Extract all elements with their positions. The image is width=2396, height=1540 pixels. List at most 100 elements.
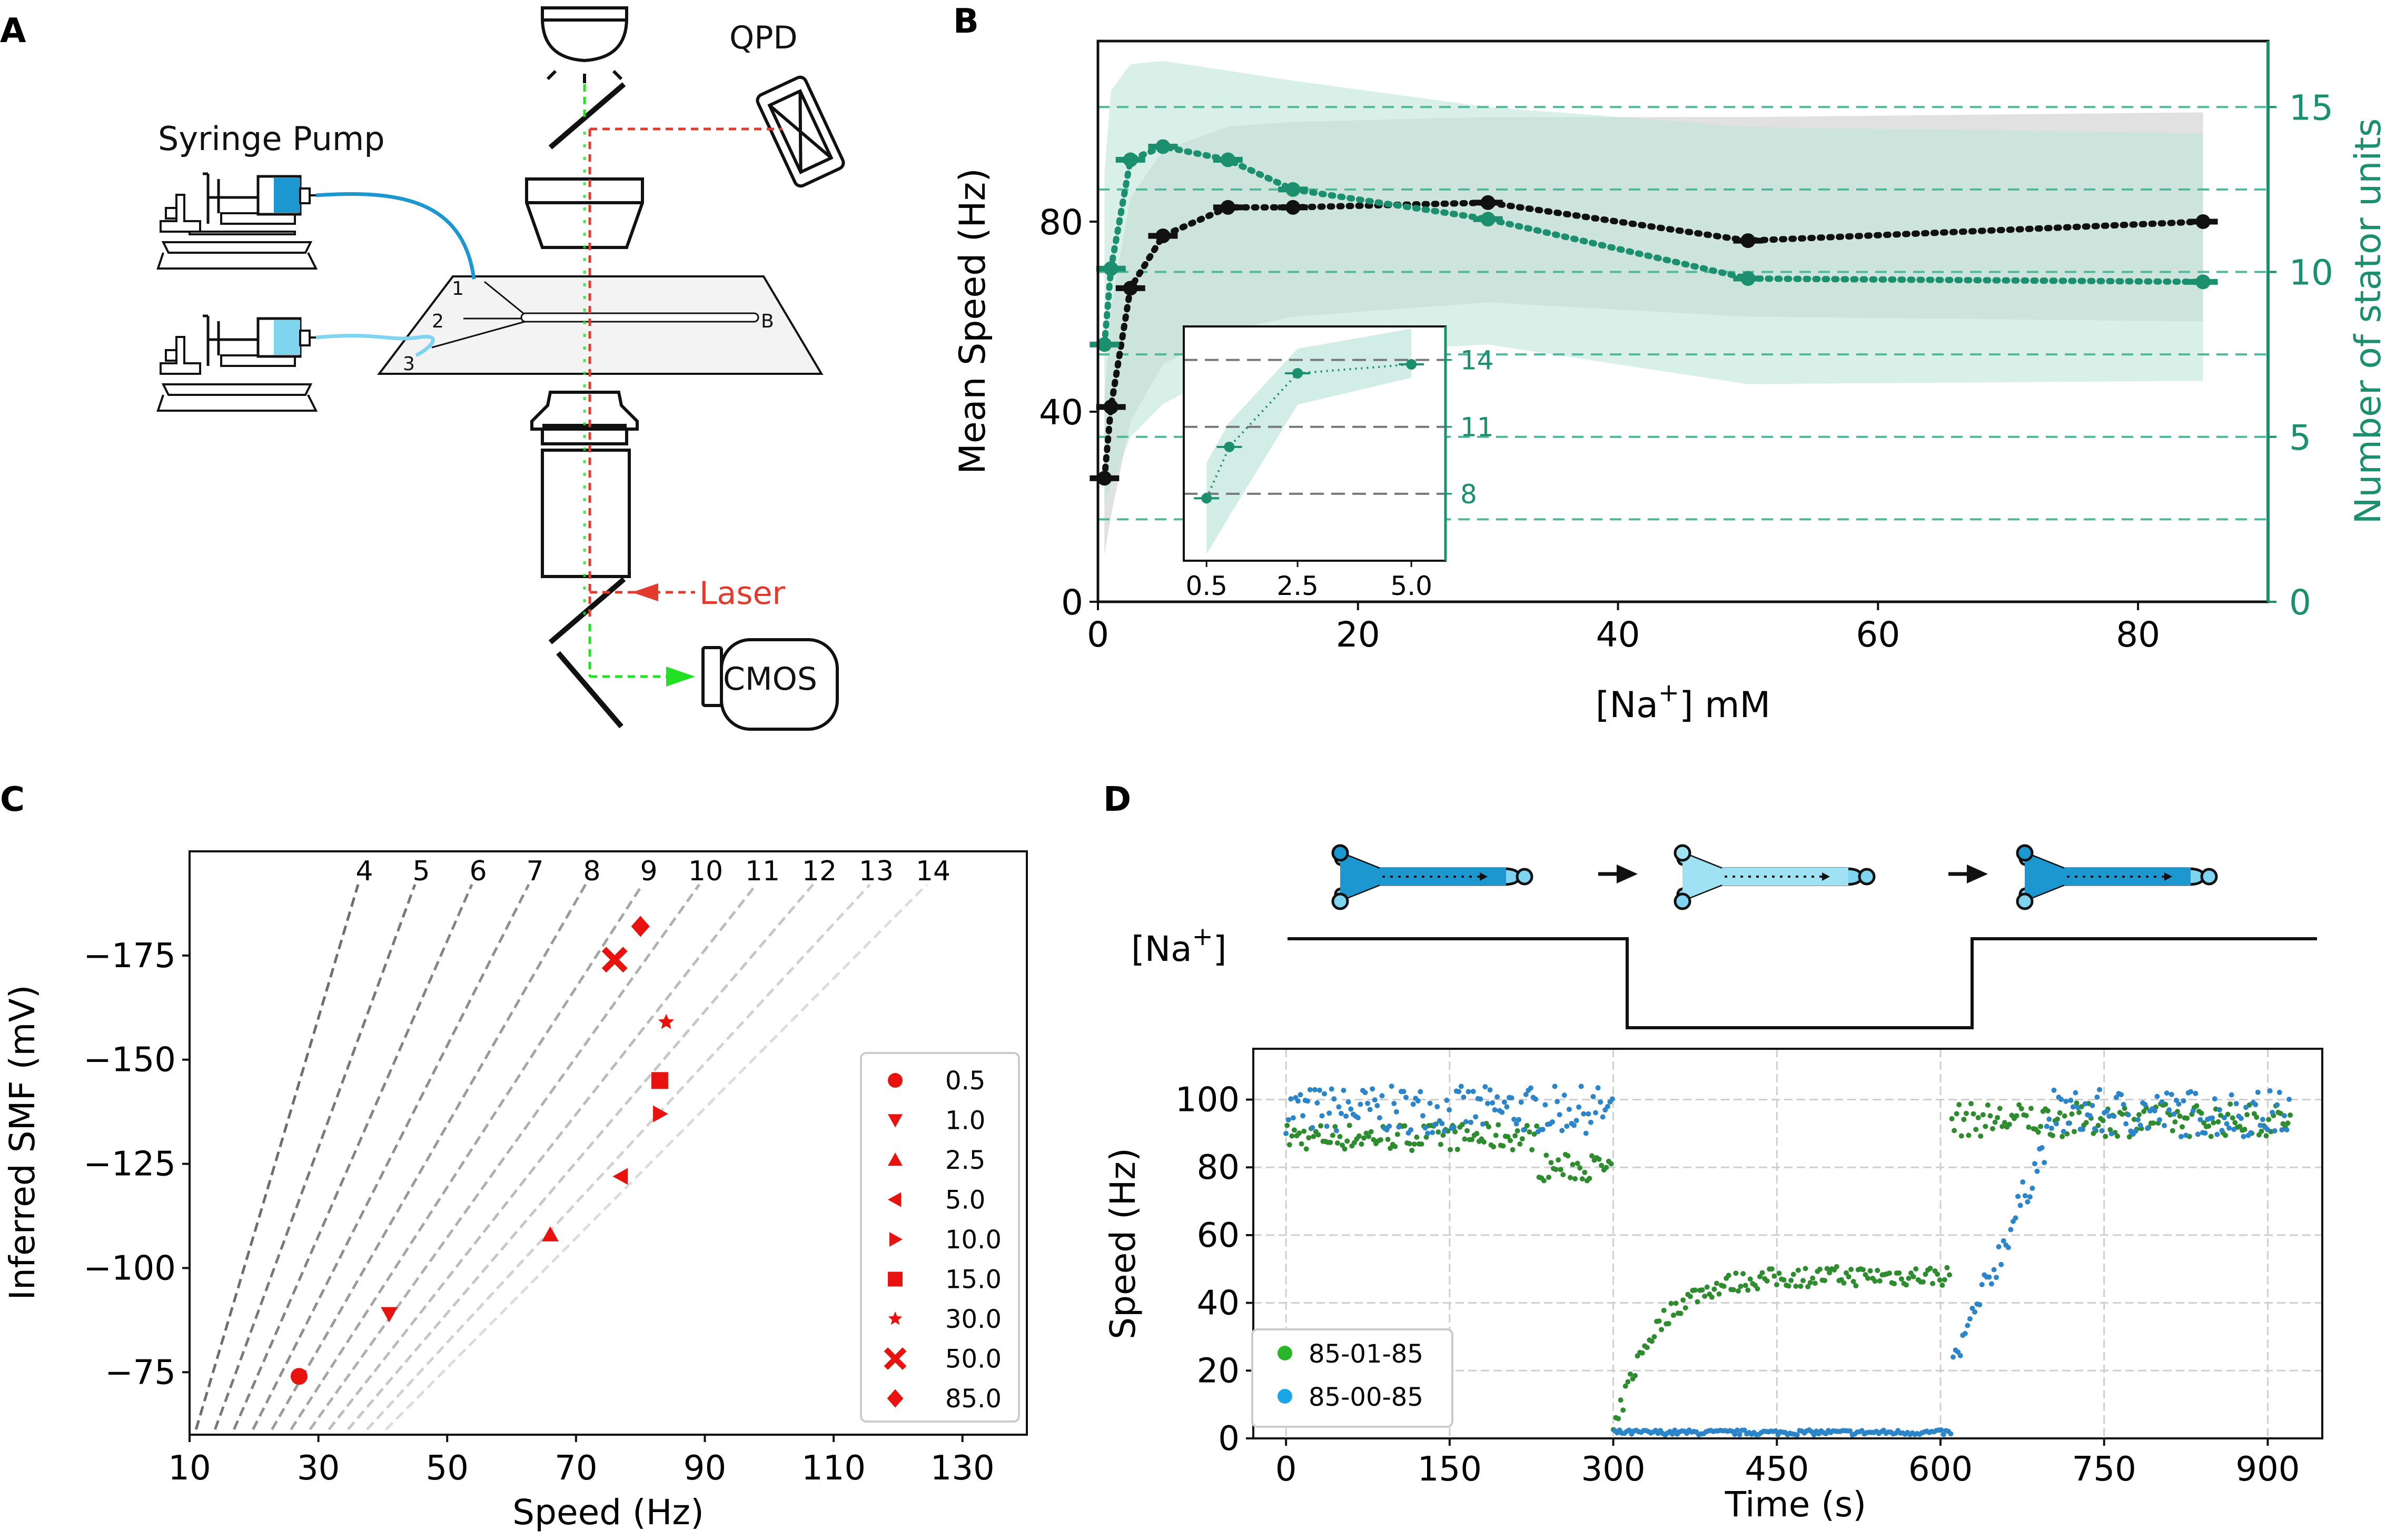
point-85-00-85 <box>1393 1109 1399 1115</box>
point-85-01-85 <box>1618 1397 1623 1403</box>
point-85-01-85 <box>1296 1130 1302 1136</box>
point-85-01-85 <box>1865 1275 1871 1281</box>
point-85-00-85 <box>1578 1084 1584 1089</box>
point-85-00-85 <box>1362 1090 1368 1096</box>
point-85-00-85 <box>1425 1130 1431 1136</box>
flow-chip-3 <box>2016 844 2218 910</box>
point-85-01-85 <box>1666 1320 1671 1326</box>
point-85-01-85 <box>1764 1278 1770 1284</box>
chart-c-xlabel: Speed (Hz) <box>512 1492 704 1533</box>
point-85-00-85 <box>1509 1095 1514 1101</box>
point-85-01-85 <box>1524 1122 1530 1128</box>
point-85-01-85 <box>2170 1128 2175 1134</box>
channel-label-b: B <box>761 311 774 332</box>
point-85-00-85 <box>2104 1108 2110 1114</box>
point-85-01-85 <box>2060 1134 2065 1139</box>
d-ytick-label-3: 60 <box>1197 1216 1240 1255</box>
chart-d-ylabel: Speed (Hz) <box>1103 1148 1143 1339</box>
point-85-00-85 <box>1528 1085 1533 1091</box>
inset-y2tick-label-0: 8 <box>1460 479 1477 510</box>
chart-c-xticks: 10 30 50 70 90 110 130 <box>168 1435 995 1488</box>
point-85-00-85 <box>2233 1101 2239 1107</box>
b-xtick-label-3: 60 <box>1856 614 1900 655</box>
point-85-00-85 <box>1948 1431 1954 1437</box>
speed-point-6 <box>1480 195 1496 210</box>
c-ytick-label-0: −75 <box>105 1353 176 1392</box>
point-85-01-85 <box>1510 1147 1516 1152</box>
point-85-01-85 <box>1505 1134 1511 1139</box>
point-85-01-85 <box>1459 1121 1465 1127</box>
point-85-00-85 <box>2097 1087 2103 1092</box>
point-85-00-85 <box>1473 1114 1479 1120</box>
point-85-01-85 <box>1378 1137 1383 1142</box>
legend-marker-30.0 <box>888 1312 903 1325</box>
point-85-00-85 <box>1441 1128 1447 1134</box>
point-85-01-85 <box>1781 1277 1787 1283</box>
point-85-00-85 <box>2255 1089 2261 1095</box>
point-85-01-85 <box>1632 1373 1638 1378</box>
point-85-01-85 <box>1486 1124 1492 1130</box>
point-85-01-85 <box>1334 1140 1340 1146</box>
point-85-01-85 <box>1527 1129 1532 1135</box>
point-85-01-85 <box>1469 1137 1475 1142</box>
legend-marker-85.0 <box>887 1389 904 1408</box>
point-85-01-85 <box>2035 1129 2041 1135</box>
point-85-01-85 <box>1644 1345 1650 1350</box>
point-85-00-85 <box>2154 1094 2160 1099</box>
point-85-00-85 <box>1338 1110 1344 1116</box>
point-85-01-85 <box>1985 1102 1991 1108</box>
legend-label-85-01-85: 85-01-85 <box>1309 1339 1423 1369</box>
b-y2tick-label-0: 0 <box>2289 582 2311 623</box>
cmos-arrow <box>666 667 695 687</box>
point-85-01-85 <box>2095 1122 2101 1128</box>
point-85-00-85 <box>1521 1127 1527 1133</box>
point-85-00-85 <box>2135 1117 2141 1122</box>
point-85-00-85 <box>2164 1090 2170 1096</box>
point-85-01-85 <box>1887 1270 1893 1276</box>
point-85-01-85 <box>1474 1131 1480 1137</box>
point-85-01-85 <box>1448 1147 1453 1152</box>
point-85-00-85 <box>1513 1121 1519 1127</box>
point-85-01-85 <box>1834 1264 1839 1269</box>
point-85-01-85 <box>1898 1276 1904 1282</box>
point-85-00-85 <box>1283 1130 1289 1136</box>
speed-point-1 <box>1103 399 1118 414</box>
point-85-00-85 <box>1494 1094 1500 1100</box>
point-85-01-85 <box>2114 1133 2120 1139</box>
point-85-01-85 <box>2016 1102 2022 1108</box>
smf-line-label-12: 12 <box>802 856 837 887</box>
point-85-01-85 <box>1995 1115 2001 1120</box>
point-85-00-85 <box>1533 1096 1539 1102</box>
point-85-01-85 <box>1939 1283 1945 1288</box>
point-85-01-85 <box>1572 1176 1578 1181</box>
smf-line-label-7: 7 <box>526 856 543 887</box>
point-85-00-85 <box>1669 1431 1675 1437</box>
inset-band <box>1206 329 1412 554</box>
point-85-01-85 <box>1983 1124 1988 1129</box>
point-85-01-85 <box>1306 1135 1312 1140</box>
point-85-01-85 <box>1682 1305 1688 1311</box>
point-85-00-85 <box>2121 1101 2126 1107</box>
point-85-01-85 <box>1541 1178 1547 1184</box>
point-85-01-85 <box>1291 1127 1297 1133</box>
point-85-01-85 <box>1517 1141 1523 1147</box>
point-85-00-85 <box>2195 1131 2201 1137</box>
point-85-01-85 <box>1956 1102 1962 1108</box>
point-85-01-85 <box>1776 1270 1782 1276</box>
point-85-00-85 <box>1312 1087 1318 1092</box>
point-85-00-85 <box>2188 1089 2194 1095</box>
chip-port-top <box>1331 844 1349 862</box>
point-85-01-85 <box>1575 1160 1580 1166</box>
point-85-01-85 <box>2074 1100 2080 1106</box>
point-85-01-85 <box>1534 1123 1540 1129</box>
point-85-01-85 <box>1388 1146 1393 1151</box>
point-15.0 <box>651 1072 668 1089</box>
stator-point-6 <box>1480 212 1496 227</box>
point-85-00-85 <box>1540 1127 1546 1132</box>
point-85-01-85 <box>2259 1128 2264 1134</box>
point-85-00-85 <box>2183 1132 2189 1138</box>
point-85-01-85 <box>1786 1283 1791 1289</box>
point-85-01-85 <box>2071 1129 2077 1135</box>
legend-label-1.0: 1.0 <box>945 1106 985 1136</box>
point-85-01-85 <box>1351 1140 1357 1146</box>
